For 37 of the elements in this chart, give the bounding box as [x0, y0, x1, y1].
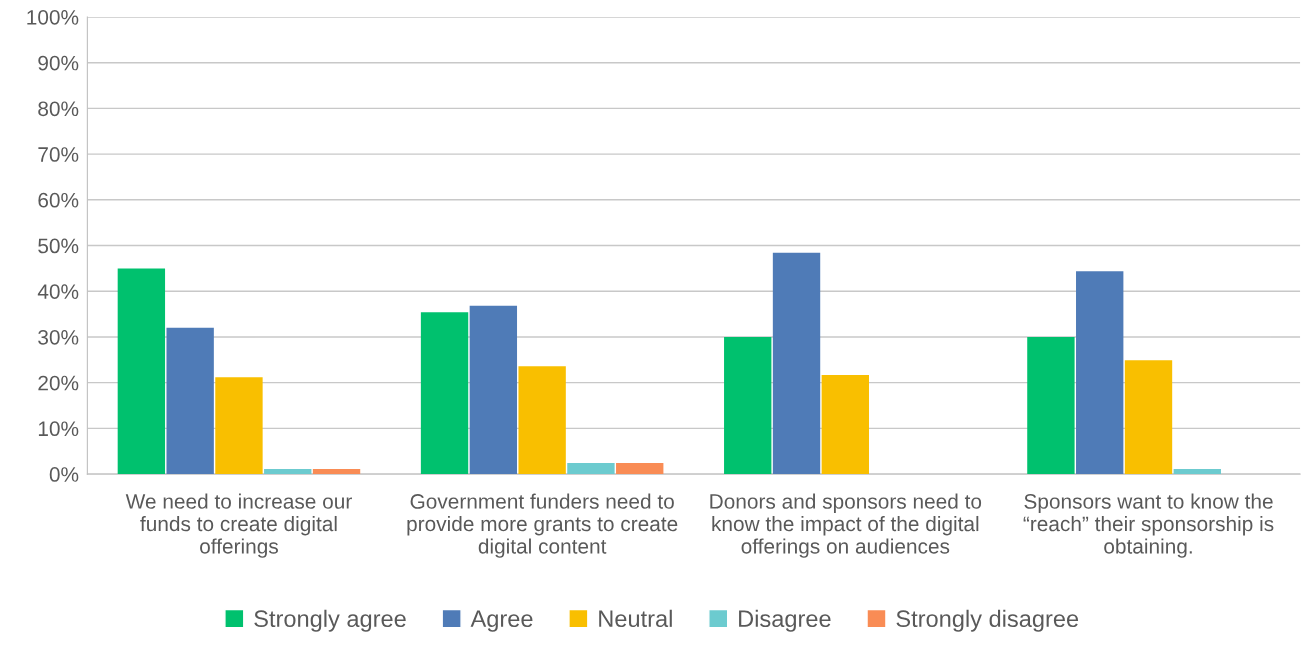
x-tick-label: Donors and sponsors need to know the impact of the digital offerings on audiences — [710, 493, 982, 558]
x-tick-label: Sponsors want to know the “reach” their sponsorship is obtaining. — [1023, 493, 1274, 558]
legend-label: Strongly agree — [254, 609, 406, 632]
bar — [1173, 469, 1221, 475]
bar — [469, 305, 518, 475]
y-tick-label: 90% — [38, 55, 79, 71]
bar — [821, 374, 869, 475]
legend-label: Neutral — [599, 609, 672, 628]
bar — [724, 336, 772, 475]
bar — [518, 366, 566, 475]
y-tick-label: 80% — [38, 101, 79, 117]
bar — [264, 469, 312, 475]
bar — [166, 327, 214, 475]
legend-label: Disagree — [739, 609, 831, 632]
y-tick-label: 20% — [38, 375, 79, 391]
y-tick-label: 0% — [49, 467, 79, 482]
bar — [772, 252, 821, 475]
y-tick-label: 100% — [27, 9, 79, 25]
bar — [420, 312, 469, 475]
y-tick-label: 70% — [38, 147, 79, 162]
bar — [567, 463, 615, 475]
y-tick-label: 30% — [38, 329, 79, 345]
bar — [1076, 271, 1124, 475]
x-tick-label: We need to increase our funds to create digital offerings — [125, 493, 352, 558]
legend-label: Strongly disagree — [896, 609, 1079, 632]
bar — [312, 469, 361, 475]
y-tick-label: 50% — [38, 238, 79, 254]
y-tick-label: 40% — [37, 284, 79, 299]
bar — [215, 377, 263, 475]
x-tick-label: Government funders need to provide more grants to create digital content — [407, 493, 678, 558]
bar — [616, 463, 664, 475]
legend-label: Agree — [470, 610, 533, 632]
bar — [1124, 360, 1173, 475]
y-tick-label: 60% — [38, 192, 79, 208]
bar — [117, 268, 166, 475]
y-tick-label: 10% — [38, 421, 79, 437]
bar — [1027, 336, 1075, 475]
